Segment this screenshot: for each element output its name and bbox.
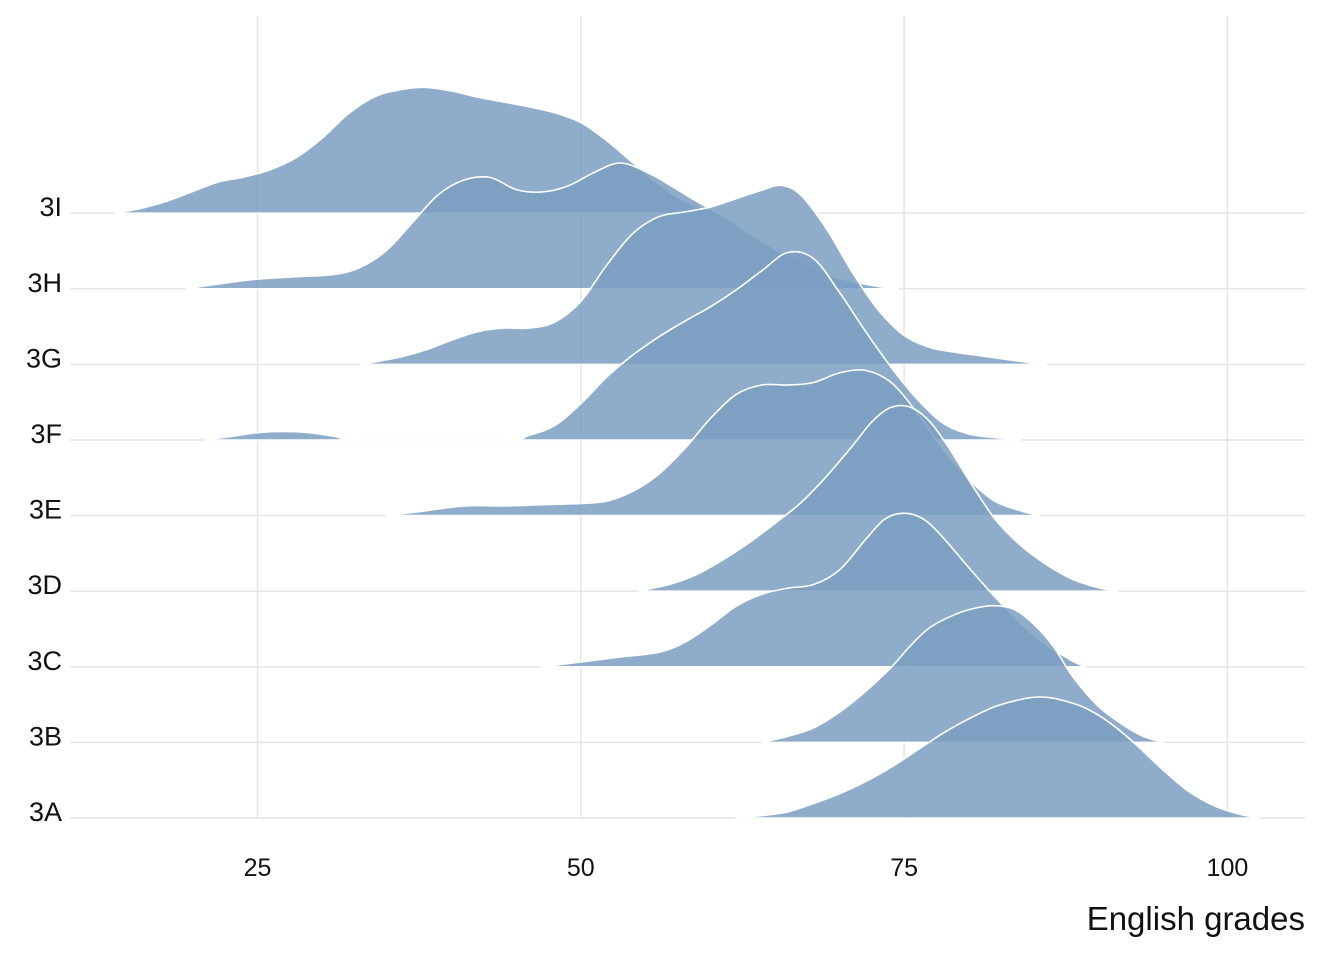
x-tick-label: 50: [567, 854, 595, 882]
category-label: 3D: [27, 570, 62, 600]
category-labels: 3A 3B 3C 3D 3E 3F 3G 3H 3I: [26, 192, 62, 827]
x-axis-ticks: 25 50 75 100: [244, 854, 1249, 882]
ridge-areas: [114, 86, 1261, 819]
x-tick-label: 75: [890, 854, 918, 882]
category-label: 3G: [26, 343, 62, 373]
x-axis-title: English grades: [1087, 900, 1305, 937]
ridge-3i: [114, 86, 718, 214]
ridge-3a: [735, 696, 1261, 819]
category-label: 3H: [27, 268, 62, 298]
category-label: 3C: [27, 646, 62, 676]
category-label: 3B: [29, 721, 62, 751]
ridge-3d: [638, 404, 1119, 592]
x-tick-label: 100: [1207, 854, 1249, 882]
category-label: 3A: [29, 797, 62, 827]
category-label: 3F: [30, 419, 62, 449]
category-label: 3E: [29, 495, 62, 525]
category-label: 3I: [39, 192, 62, 222]
x-tick-label: 25: [244, 854, 272, 882]
ridge-3g: [360, 184, 1048, 366]
